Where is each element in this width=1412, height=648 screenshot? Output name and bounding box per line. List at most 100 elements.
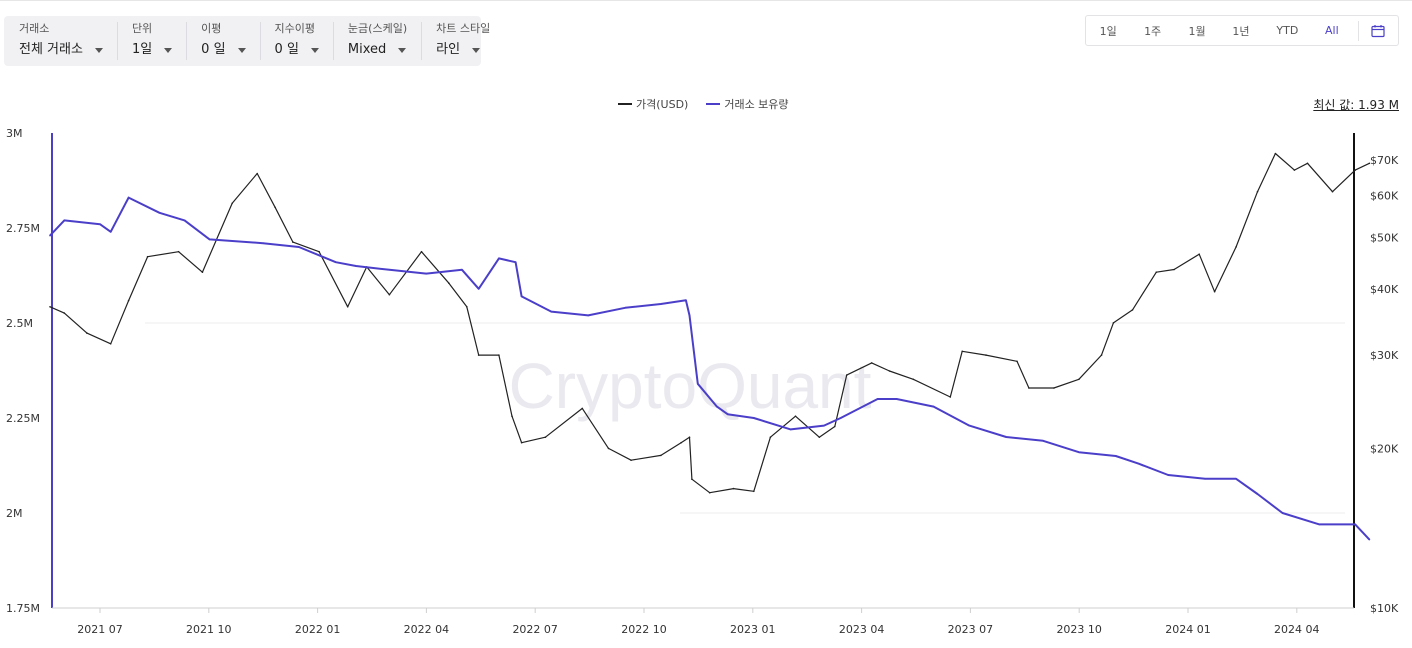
price-data-point: [109, 343, 112, 345]
price-data-point: [127, 299, 130, 302]
reserve-data-point: [262, 242, 264, 244]
x-tick-label: 2024 04: [1274, 623, 1320, 636]
price-data-point: [388, 293, 391, 296]
price-data-point: [201, 271, 204, 274]
reserve-data-point: [968, 424, 971, 427]
price-series-line: [49, 152, 1370, 494]
x-axis: 2021 07 2021 10 2022 01 2022 04 2022 07 2022 …: [52, 607, 1354, 636]
reserve-data-point: [587, 314, 589, 317]
reserve-data-point: [1042, 440, 1044, 442]
right-tick-label: $30K: [1370, 349, 1399, 362]
price-data-point: [256, 172, 259, 175]
x-tick-label: 2021 10: [186, 623, 232, 636]
caret-down-icon: [398, 47, 407, 53]
range-1y-button[interactable]: 1년: [1232, 24, 1250, 38]
reserve-data-point: [388, 269, 391, 271]
price-data-point: [1173, 268, 1175, 271]
reserve-data-point: [789, 428, 792, 431]
reserve-data-point: [514, 261, 517, 264]
reserve-data-point: [99, 223, 101, 225]
price-data-point: [1112, 322, 1115, 324]
time-range-selector: 1일 1주 1월 1년 YTD All: [1085, 15, 1399, 46]
right-tick-label: $70K: [1370, 154, 1399, 167]
chart-style-selector[interactable]: 차트 스타일 라인: [421, 16, 504, 66]
reserve-data-point: [624, 307, 626, 309]
reserve-data-point: [1318, 523, 1321, 526]
range-divider: [1357, 20, 1359, 41]
range-all-button[interactable]: All: [1324, 24, 1339, 37]
chart-legend: 가격(USD) 거래소 보유량: [618, 96, 789, 112]
price-data-point: [1213, 290, 1216, 293]
price-data-point: [691, 478, 693, 481]
reserve-data-point: [716, 405, 718, 408]
price-data-point: [1053, 387, 1055, 389]
latest-value: 최신 값: 1.93 M: [1313, 98, 1399, 112]
chart-style-value: 라인: [436, 42, 461, 57]
price-data-point: [231, 202, 233, 205]
moving-average-selector[interactable]: 이평 0 일: [186, 16, 259, 66]
price-data-point: [1368, 162, 1371, 165]
price-data-point: [1198, 253, 1200, 255]
caret-down-icon: [237, 47, 246, 53]
reserve-data-point: [753, 417, 755, 419]
ema-selector[interactable]: 지수이평 0 일: [259, 16, 333, 66]
reserve-data-point: [208, 238, 211, 241]
chart-settings-toolbar: 거래소 전체 거래소 단위 1일 이평 0 일 지수이평 0 일 눈금(스케일)…: [4, 16, 490, 66]
price-data-point: [477, 354, 480, 356]
price-data-point: [177, 250, 180, 253]
reserve-data-point: [823, 424, 825, 427]
price-data-point: [146, 255, 149, 258]
reserve-data-point: [697, 383, 699, 385]
price-data-point: [49, 306, 51, 308]
price-data-point: [1331, 190, 1334, 193]
reserve-data-point: [158, 212, 161, 214]
reserve-data-point: [688, 314, 691, 317]
price-data-point: [86, 332, 88, 334]
right-tick-label: $60K: [1370, 189, 1399, 202]
unit-label: 단위: [131, 22, 153, 35]
x-tick-label: 2022 10: [621, 623, 667, 636]
price-data-point: [961, 350, 963, 353]
x-tick-label: 2023 10: [1056, 623, 1102, 636]
price-data-point: [1155, 271, 1158, 274]
left-tick-label: 2M: [6, 507, 23, 520]
price-data-point: [732, 487, 735, 490]
right-tick-label: $10K: [1370, 602, 1399, 615]
price-data-point: [498, 354, 500, 356]
legend-price-label[interactable]: 가격(USD): [636, 98, 689, 111]
price-data-point: [753, 490, 755, 493]
x-tick-label: 2022 04: [404, 623, 450, 636]
exchange-selector[interactable]: 거래소 전체 거래소: [4, 16, 117, 66]
reserve-data-point: [1235, 478, 1237, 480]
unit-selector[interactable]: 단위 1일: [116, 16, 186, 66]
price-data-point: [448, 282, 450, 285]
reserve-data-point: [127, 196, 130, 199]
price-data-point: [985, 354, 987, 356]
range-1d-button[interactable]: 1일: [1099, 24, 1117, 38]
chart-style-label: 차트 스타일: [436, 22, 491, 35]
price-data-point: [630, 459, 632, 462]
legend-reserve-label[interactable]: 거래소 보유량: [724, 98, 789, 111]
range-ytd-button[interactable]: YTD: [1276, 24, 1299, 37]
price-data-point: [660, 454, 662, 457]
reserve-data-point: [550, 310, 553, 313]
x-tick-label: 2023 04: [839, 623, 885, 636]
legend-reserve-swatch: [706, 103, 721, 105]
reserve-data-point: [1281, 512, 1284, 514]
scale-selector[interactable]: 눈금(스케일) Mixed: [332, 16, 421, 66]
price-data-point: [949, 396, 952, 398]
reserve-data-point: [660, 303, 662, 305]
price-data-point: [912, 378, 915, 381]
price-data-point: [1100, 354, 1103, 356]
calendar-button[interactable]: [1359, 24, 1398, 38]
reserve-data-point: [498, 257, 500, 260]
moving-average-label: 이평: [201, 22, 222, 35]
x-tick-label: 2023 01: [730, 623, 776, 636]
price-data-point: [1306, 162, 1309, 165]
ema-label: 지수이평: [274, 22, 316, 35]
range-1w-button[interactable]: 1주: [1144, 24, 1162, 38]
range-1m-button[interactable]: 1월: [1188, 24, 1206, 38]
watermark: CryptoQuant: [509, 350, 872, 422]
price-data-point: [1256, 190, 1259, 193]
